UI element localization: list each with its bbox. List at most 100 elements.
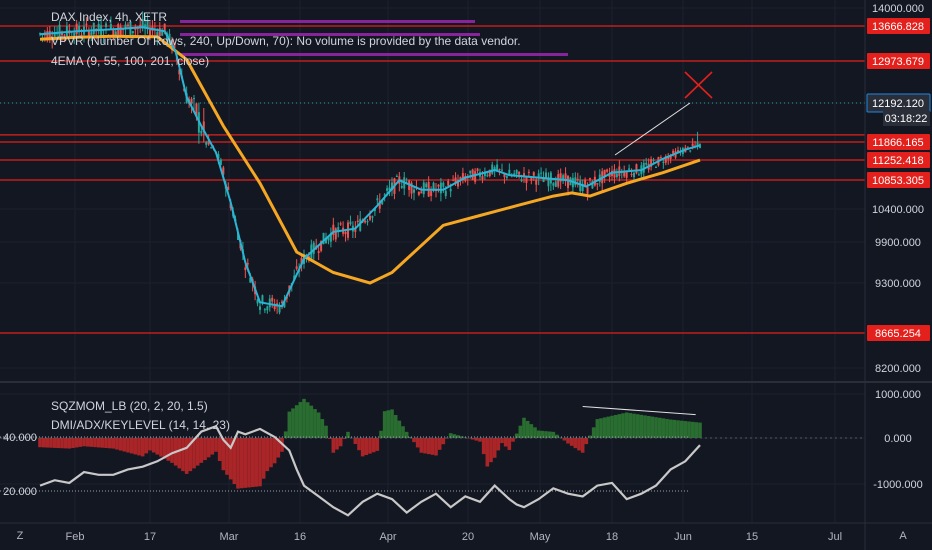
momentum-bar <box>536 430 541 438</box>
candle-body <box>603 169 606 177</box>
candle-body <box>481 176 484 180</box>
momentum-bar <box>221 438 226 471</box>
legend-sqzmom: SQZMOM_LB (20, 2, 20, 1.5) <box>51 399 208 413</box>
momentum-bar <box>694 422 699 438</box>
candle-body <box>332 224 335 236</box>
legend-title: DAX Index, 4h, XETR <box>51 10 167 24</box>
momentum-bar <box>166 438 171 461</box>
momentum-bar <box>93 438 97 448</box>
candle-body <box>508 169 511 175</box>
candle-body <box>46 31 49 41</box>
momentum-bar <box>115 438 119 450</box>
candle-body <box>63 34 66 36</box>
level-label-bg <box>867 53 930 69</box>
candle-body <box>58 24 61 39</box>
horizontal-levels <box>0 25 865 334</box>
momentum-bar <box>452 434 457 438</box>
momentum-bar <box>129 438 134 454</box>
momentum-bar <box>159 438 163 457</box>
momentum-bar <box>661 418 666 438</box>
time-tick: 16 <box>294 531 306 543</box>
momentum-bar <box>496 438 501 451</box>
momentum-bar <box>203 438 207 461</box>
momentum-bar <box>287 411 292 438</box>
momentum-bar <box>331 438 336 453</box>
momentum-bar <box>78 438 83 447</box>
candle-body <box>557 174 560 187</box>
candle-body <box>400 185 403 188</box>
x-mark <box>684 71 713 99</box>
momentum-bar <box>327 438 332 439</box>
time-tick: May <box>530 531 551 543</box>
time-axis[interactable]: Feb 17 Mar 16 Apr 20 May 18 Jun 15 Jul <box>66 531 843 543</box>
candle-body <box>645 162 648 165</box>
level-label: 8665.254 <box>875 328 921 340</box>
vpvr-bar <box>180 53 568 56</box>
level-label: 11252.418 <box>872 155 923 167</box>
candle-body <box>300 257 303 266</box>
candle-body <box>337 227 340 232</box>
candle-body <box>520 179 523 182</box>
candle-body <box>545 172 547 179</box>
momentum-bar <box>617 414 622 438</box>
momentum-tick: 1000.000 <box>875 389 921 401</box>
candle-body <box>496 164 499 172</box>
candle-body <box>420 191 423 194</box>
momentum-bar <box>265 438 270 472</box>
momentum-bar <box>291 408 295 438</box>
candle-body <box>109 23 112 29</box>
momentum-bar <box>140 438 145 457</box>
candle-body <box>503 173 506 178</box>
price-tick: 10400.000 <box>872 204 924 216</box>
momentum-bar <box>181 438 185 472</box>
candle-body <box>178 69 181 75</box>
candle-body <box>515 169 518 174</box>
candle-body <box>371 216 374 218</box>
candle-body <box>461 173 464 181</box>
momentum-bar <box>588 435 592 438</box>
price-axis[interactable]: 14000.000 10400.000 9900.000 9300.000 8200.0… <box>3 3 931 498</box>
candle-body <box>320 240 323 251</box>
momentum-bar <box>591 427 596 438</box>
candle-body <box>65 25 68 37</box>
momentum-bar <box>188 438 193 472</box>
momentum-histogram <box>0 398 865 489</box>
candle-body <box>112 29 115 37</box>
auto-scale-icon[interactable]: A <box>899 530 907 542</box>
candle-body <box>581 183 584 192</box>
momentum-bar <box>500 438 504 444</box>
candle-body <box>691 143 694 147</box>
momentum-bar <box>151 438 156 453</box>
momentum-bar <box>357 438 361 451</box>
momentum-bar <box>426 438 431 455</box>
candle-body <box>579 180 582 192</box>
candle-body <box>633 172 635 178</box>
time-tick: 20 <box>462 531 474 543</box>
candle-body <box>202 121 205 132</box>
candle-body <box>53 33 56 40</box>
momentum-bar <box>518 425 523 438</box>
legend-dmi: DMI/ADX/KEYLEVEL (14, 14, 23) <box>51 418 230 432</box>
candle-body <box>530 177 533 181</box>
legend-ema: 4EMA (9, 55, 100, 201, close) <box>51 54 209 68</box>
momentum-bar <box>489 438 493 463</box>
candle-body <box>493 167 496 171</box>
momentum-bar <box>122 438 127 452</box>
momentum-bar <box>474 438 479 441</box>
candle-body <box>608 173 611 177</box>
candle-body <box>562 175 565 180</box>
momentum-bar <box>96 438 101 448</box>
candle-body <box>356 220 359 223</box>
axis-menu-left-icon[interactable]: Z <box>17 530 24 542</box>
momentum-bar <box>353 438 358 444</box>
momentum-bar <box>423 438 427 454</box>
candle-body <box>391 182 393 191</box>
momentum-bar <box>379 430 383 438</box>
candle-body <box>193 98 195 100</box>
momentum-bar <box>71 438 75 449</box>
candle-body <box>474 171 477 182</box>
momentum-bar <box>507 438 512 450</box>
candle-body <box>366 221 369 223</box>
candle-body <box>410 182 413 194</box>
